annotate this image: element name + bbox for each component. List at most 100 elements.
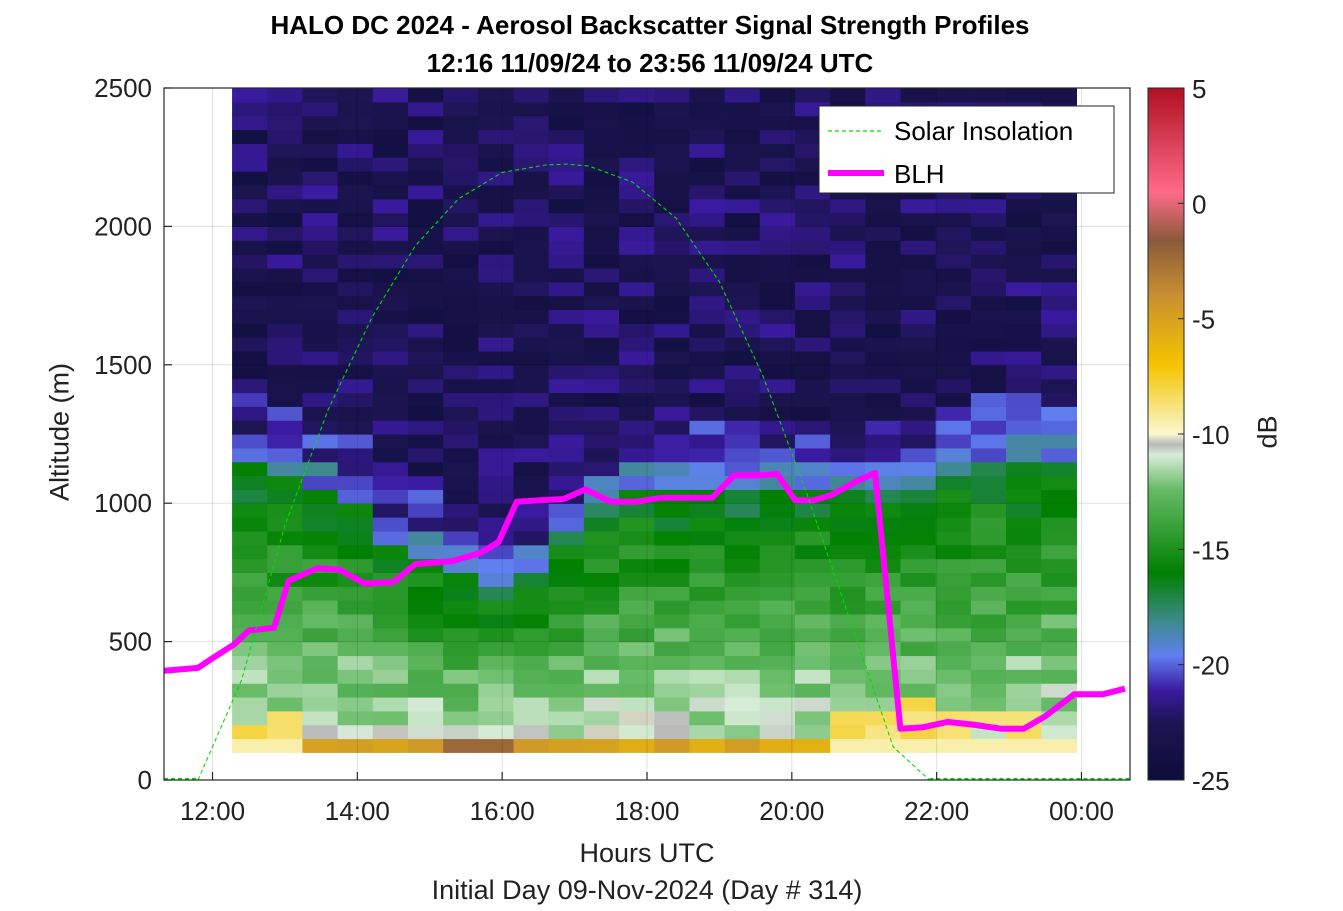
heatmap-cell: [583, 420, 620, 435]
heatmap-cell: [1006, 738, 1042, 753]
heatmap-cell: [443, 517, 479, 532]
heatmap-cell: [865, 364, 902, 380]
heatmap-cell: [654, 434, 691, 449]
heatmap-cell: [548, 544, 585, 560]
heatmap-cell: [372, 337, 409, 352]
heatmap-cell: [337, 240, 374, 255]
heatmap-cell: [935, 600, 972, 615]
heatmap-cell: [689, 683, 726, 698]
heatmap-cell: [1041, 489, 1078, 504]
heatmap-cell: [478, 724, 515, 740]
heatmap-cell: [443, 613, 479, 629]
heatmap-cell: [443, 489, 479, 504]
heatmap-cell: [548, 558, 585, 573]
heatmap-cell: [407, 115, 444, 131]
heatmap-cell: [654, 254, 691, 269]
heatmap-cell: [1041, 461, 1078, 477]
heatmap-cell: [407, 434, 444, 449]
heatmap-cell: [337, 115, 374, 131]
heatmap-cell: [724, 517, 761, 532]
heatmap-cell: [372, 129, 409, 144]
heatmap-cell: [724, 267, 761, 283]
heatmap-cell: [302, 129, 339, 144]
heatmap-cell: [830, 198, 866, 214]
heatmap-cell: [478, 447, 515, 463]
heatmap-cell: [689, 586, 726, 601]
heatmap-cell: [830, 240, 866, 255]
heatmap-cell: [443, 641, 479, 657]
heatmap-cell: [794, 406, 831, 421]
heatmap-cell: [443, 696, 479, 712]
heatmap-cell: [372, 710, 409, 726]
heatmap-cell: [1041, 669, 1078, 684]
heatmap-cell: [724, 337, 761, 352]
heatmap-cell: [1006, 267, 1042, 283]
heatmap-cell: [1041, 226, 1078, 241]
heatmap-cell: [302, 447, 339, 463]
heatmap-cell: [654, 655, 691, 670]
heatmap-cell: [232, 738, 268, 753]
heatmap-cell: [407, 475, 444, 490]
heatmap-cell: [830, 613, 866, 629]
heatmap-cell: [724, 600, 761, 615]
heatmap-cell: [1041, 517, 1078, 532]
heatmap-cell: [232, 683, 268, 698]
heatmap-cell: [1006, 544, 1042, 560]
heatmap-cell: [1006, 350, 1042, 366]
heatmap-cell: [337, 226, 374, 241]
heatmap-cell: [478, 212, 515, 227]
heatmap-cell: [302, 240, 339, 255]
heatmap-cell: [759, 392, 796, 407]
heatmap-cell: [443, 350, 479, 366]
heatmap-cell: [302, 710, 339, 726]
heatmap-cell: [302, 503, 339, 518]
heatmap-cell: [337, 724, 374, 740]
heatmap-cell: [513, 600, 550, 615]
heatmap-cell: [443, 267, 479, 283]
heatmap-cell: [267, 627, 304, 643]
heatmap-cell: [583, 378, 620, 394]
heatmap-cell: [267, 420, 304, 435]
heatmap-cell: [302, 143, 339, 158]
heatmap-cell: [830, 434, 866, 449]
heatmap-cell: [759, 254, 796, 269]
heatmap-cell: [654, 613, 691, 629]
heatmap-cell: [759, 378, 796, 394]
heatmap-cell: [302, 544, 339, 560]
heatmap-cell: [1041, 323, 1078, 338]
heatmap-cell: [513, 184, 550, 200]
heatmap-cell: [970, 226, 1007, 241]
heatmap-cell: [970, 572, 1007, 587]
heatmap-cell: [689, 350, 726, 366]
heatmap-cell: [935, 503, 972, 518]
heatmap-cell: [759, 572, 796, 587]
heatmap-cell: [337, 337, 374, 352]
heatmap-cell: [830, 323, 866, 338]
heatmap-cell: [830, 364, 866, 380]
heatmap-cell: [794, 309, 831, 324]
heatmap-cell: [337, 530, 374, 546]
heatmap-cell: [830, 586, 866, 601]
heatmap-cell: [337, 267, 374, 283]
heatmap-cell: [654, 475, 691, 490]
heatmap-cell: [900, 669, 937, 684]
heatmap-cell: [1041, 392, 1078, 407]
heatmap-cell: [1041, 378, 1078, 394]
heatmap-cell: [443, 503, 479, 518]
heatmap-cell: [865, 198, 902, 214]
heatmap-cell: [1041, 267, 1078, 283]
heatmap-cell: [267, 489, 304, 504]
heatmap-cell: [830, 669, 866, 684]
heatmap-cell: [267, 503, 304, 518]
heatmap-cell: [548, 281, 585, 297]
heatmap-cell: [372, 420, 409, 435]
heatmap-cell: [865, 406, 902, 421]
heatmap-cell: [935, 641, 972, 657]
heatmap-cell: [689, 171, 726, 186]
heatmap-cell: [337, 295, 374, 311]
heatmap-cell: [443, 364, 479, 380]
colorbar-tick-label: -25: [1192, 766, 1230, 796]
heatmap-cell: [583, 724, 620, 740]
heatmap-cell: [900, 198, 937, 214]
heatmap-cell: [302, 627, 339, 643]
